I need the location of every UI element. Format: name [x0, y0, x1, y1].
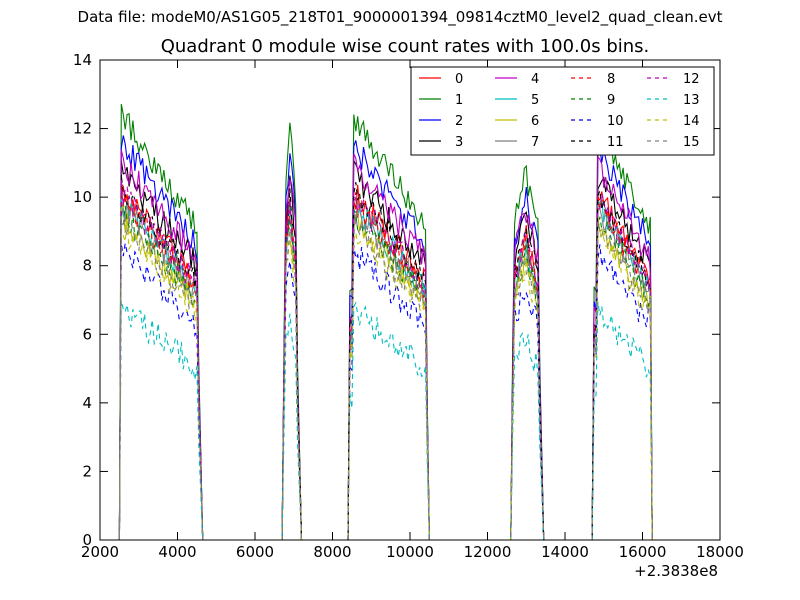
- y-tick-label: 0: [82, 531, 92, 549]
- series-lines: [118, 103, 655, 541]
- legend-label: 9: [607, 93, 615, 108]
- series-line-2: [118, 135, 655, 541]
- legend-label: 13: [683, 93, 700, 108]
- legend-label: 10: [607, 114, 624, 129]
- legend-label: 15: [683, 135, 700, 150]
- legend-label: 12: [683, 72, 700, 87]
- x-tick-label: 8000: [313, 543, 351, 561]
- y-tick-label: 8: [82, 257, 92, 275]
- legend-label: 11: [607, 135, 624, 150]
- chart-title: Quadrant 0 module wise count rates with …: [160, 36, 650, 57]
- series-line-12: [118, 180, 655, 541]
- legend-label: 7: [531, 135, 539, 150]
- x-tick-label: 18000: [696, 543, 744, 561]
- series-line-4: [118, 149, 655, 541]
- legend-label: 6: [531, 114, 539, 129]
- series-line-3: [118, 158, 655, 541]
- x-tick-label: 2000: [81, 543, 119, 561]
- x-tick-label: 16000: [619, 543, 667, 561]
- y-tick-label: 10: [73, 188, 92, 206]
- legend-label: 4: [531, 72, 539, 87]
- legend-box: [410, 66, 715, 156]
- legend-label: 3: [455, 135, 463, 150]
- legend-label: 14: [683, 114, 700, 129]
- x-tick-label: 6000: [236, 543, 274, 561]
- x-tick-label: 14000: [541, 543, 589, 561]
- series-line-15: [118, 214, 655, 541]
- y-tick-label: 14: [73, 51, 92, 69]
- legend-label: 8: [607, 72, 615, 87]
- legend-label: 1: [455, 93, 463, 108]
- legend-label: 0: [455, 72, 463, 87]
- y-tick-label: 4: [82, 394, 92, 412]
- legend-label: 5: [531, 93, 539, 108]
- y-tick-label: 12: [73, 120, 92, 138]
- series-line-8: [118, 187, 655, 541]
- x-axis-offset-label: +2.3838e8: [634, 562, 718, 580]
- axis-ticks: 2000 4000 6000 8000 10000 12000 14000 16000 1800…: [73, 51, 744, 561]
- y-tick-label: 6: [82, 325, 92, 343]
- y-tick-label: 2: [82, 462, 92, 480]
- x-tick-label: 10000: [386, 543, 434, 561]
- legend-label: 2: [455, 114, 463, 129]
- series-line-0: [118, 182, 655, 541]
- x-tick-label: 4000: [158, 543, 196, 561]
- figure-suptitle: Data file: modeM0/AS1G05_218T01_90000013…: [77, 8, 723, 26]
- x-tick-label: 12000: [464, 543, 512, 561]
